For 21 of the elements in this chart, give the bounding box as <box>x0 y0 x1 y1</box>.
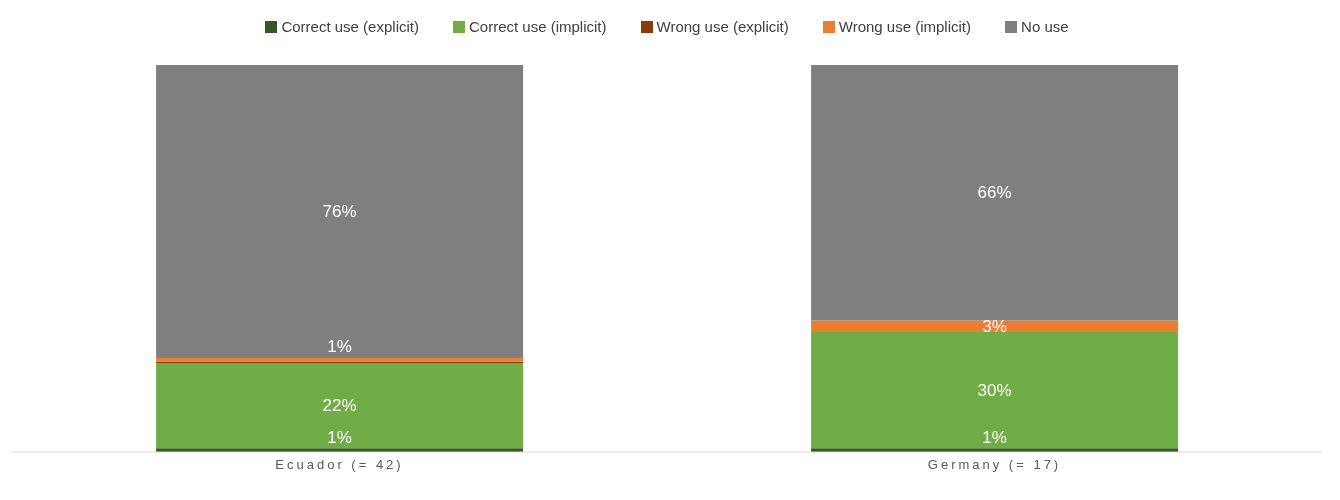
data-label: 1% <box>327 337 352 357</box>
legend-label: Correct use (explicit) <box>280 18 419 35</box>
data-label: 66% <box>977 183 1012 203</box>
bar <box>811 65 1179 321</box>
legend-label: No use <box>1020 18 1069 35</box>
data-label: 1% <box>327 427 352 447</box>
data-label: 3% <box>982 316 1007 336</box>
legend-label: Wrong use (explicit) <box>655 18 789 35</box>
bar <box>156 362 524 449</box>
legend-label: Wrong use (implicit) <box>837 18 972 35</box>
data-label: 76% <box>322 201 357 221</box>
x-tick-label: Germany (= 17) <box>927 457 1062 473</box>
bar <box>811 320 1179 333</box>
bar <box>811 332 1179 449</box>
bar <box>156 357 524 362</box>
bar <box>156 65 524 358</box>
data-label: 1% <box>982 427 1007 447</box>
data-label: 22% <box>322 396 357 416</box>
legend-label: Correct use (implicit) <box>467 18 607 35</box>
x-tick-label: Ecuador (= 42) <box>275 457 404 473</box>
data-label: 30% <box>977 380 1012 400</box>
